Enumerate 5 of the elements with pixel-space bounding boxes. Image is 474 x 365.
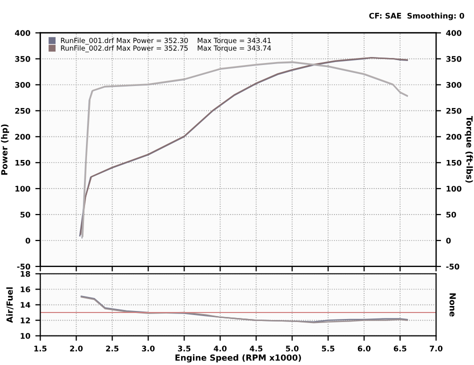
x-axis-title: Engine Speed (RPM x1000): [175, 354, 301, 362]
y-axis-title: Power (hp): [1, 124, 10, 175]
y-axis-title: Air/Fuel: [6, 287, 14, 323]
y2-axis-title: None: [450, 293, 456, 317]
y2-axis-title: Torque (ft-lbs): [464, 116, 473, 183]
